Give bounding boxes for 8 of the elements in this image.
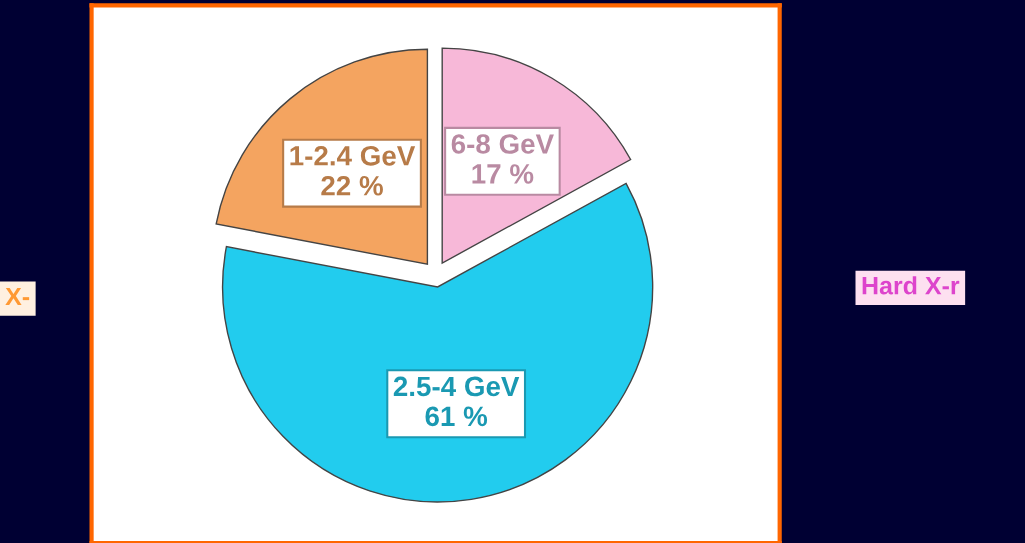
text: X- — [5, 287, 30, 306]
data-label: 61 % — [425, 406, 488, 427]
text: Hard X-r — [862, 276, 960, 295]
slice-label: 1-2.4 GeV — [290, 145, 416, 166]
slice-label: 2.5-4 GeV — [393, 376, 520, 397]
data-label: 17 % — [472, 164, 534, 184]
slice-label: 6-8 GeV — [451, 134, 554, 154]
data-label: 22 % — [321, 175, 383, 196]
